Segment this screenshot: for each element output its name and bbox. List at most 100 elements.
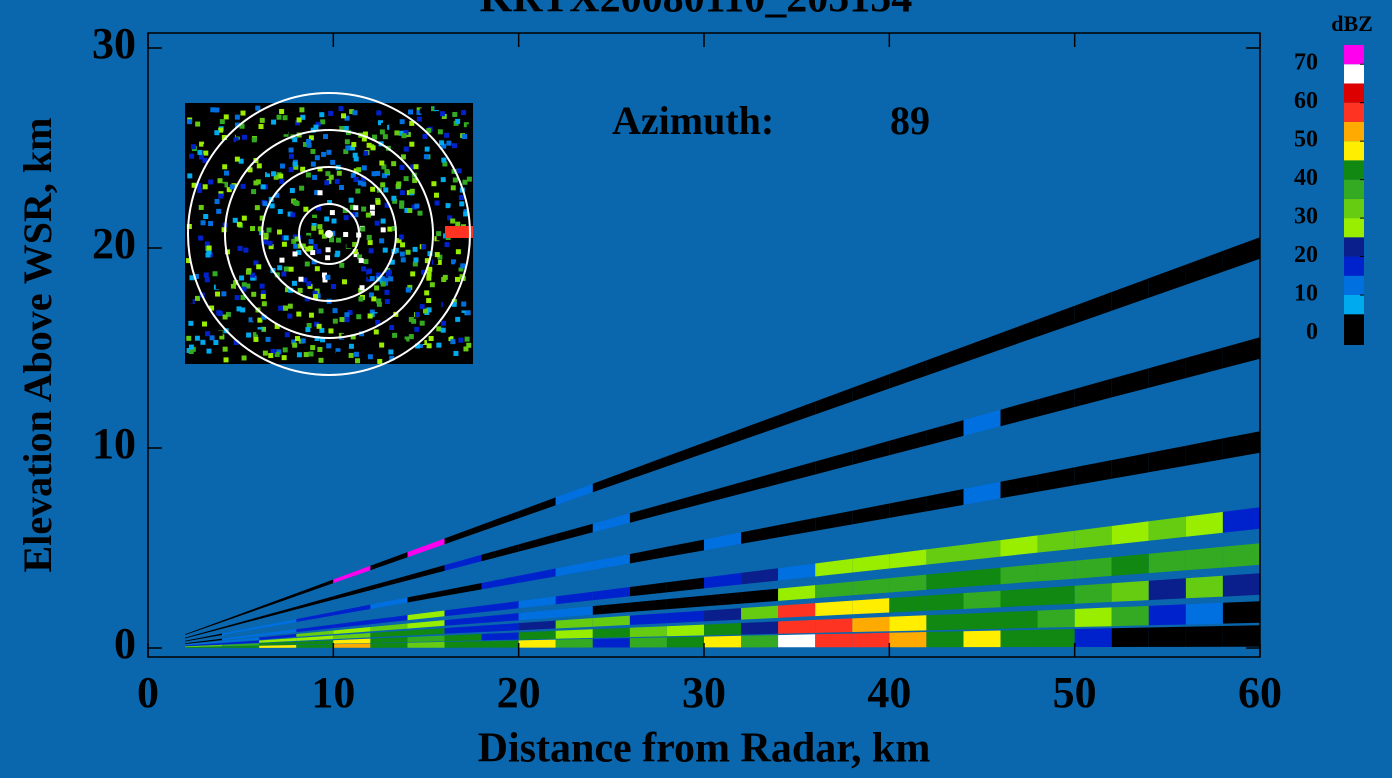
inset-pixel xyxy=(456,249,461,254)
inset-pixel xyxy=(374,329,379,334)
inset-pixel xyxy=(435,200,440,205)
range-gate xyxy=(778,634,815,647)
inset-pixel xyxy=(319,308,324,313)
inset-pixel xyxy=(231,309,236,314)
inset-pixel xyxy=(446,141,451,146)
inset-pixel xyxy=(415,312,420,317)
range-gate xyxy=(1223,237,1260,272)
range-gate xyxy=(519,631,556,640)
inset-pixel xyxy=(235,115,240,120)
range-gate xyxy=(370,615,407,624)
inset-pixel xyxy=(278,174,283,179)
range-gate xyxy=(556,561,593,576)
range-gate xyxy=(926,571,963,590)
range-gate xyxy=(1186,547,1223,571)
inset-pixel xyxy=(260,118,265,123)
range-gate xyxy=(889,430,926,455)
range-gate xyxy=(408,611,445,621)
inset-pixel xyxy=(383,134,388,139)
inset-pixel xyxy=(241,184,246,189)
range-gate xyxy=(370,597,407,609)
inset-pixel xyxy=(326,247,331,252)
inset-pixel xyxy=(330,210,335,215)
range-gate xyxy=(964,612,1001,629)
inset-pixel xyxy=(460,263,465,268)
inset-pixel xyxy=(293,162,298,167)
range-gate xyxy=(370,631,407,638)
inset-pixel xyxy=(277,115,282,120)
inset-pixel xyxy=(399,204,404,209)
inset-pixel xyxy=(189,154,194,159)
inset-pixel xyxy=(450,219,455,224)
inset-pixel xyxy=(317,224,322,229)
inset-pixel xyxy=(306,281,311,286)
inset-pixel xyxy=(264,233,269,238)
inset-pixel xyxy=(250,226,255,231)
inset-pixel xyxy=(325,275,330,280)
inset-pixel xyxy=(290,188,295,193)
range-gate xyxy=(556,484,593,506)
range-gate xyxy=(667,637,704,648)
inset-pixel xyxy=(383,248,388,253)
inset-pixel xyxy=(371,296,376,301)
x-tick-label: 10 xyxy=(311,668,355,717)
inset-pixel xyxy=(461,110,466,115)
range-gate xyxy=(482,623,519,632)
inset-pixel xyxy=(410,271,415,276)
inset-pixel xyxy=(221,259,226,264)
range-gate xyxy=(333,633,370,639)
inset-pixel xyxy=(360,226,365,231)
inset-pixel xyxy=(216,284,221,289)
inset-pixel xyxy=(380,182,385,187)
range-gate xyxy=(1223,573,1260,596)
range-gate xyxy=(926,347,963,376)
inset-pixel xyxy=(311,226,316,231)
range-gate xyxy=(1112,278,1149,310)
colorbar-label: dBZ xyxy=(1331,11,1373,36)
range-gate xyxy=(296,644,333,648)
inset-pixel xyxy=(424,290,429,295)
range-gate xyxy=(296,640,333,644)
inset-pixel xyxy=(298,288,303,293)
inset-pixel xyxy=(387,270,392,275)
inset-pixel xyxy=(459,195,464,200)
inset-pixel xyxy=(292,137,297,142)
inset-pixel xyxy=(466,310,471,315)
inset-pixel xyxy=(423,232,428,237)
inset-pixel xyxy=(379,343,384,348)
inset-pixel xyxy=(400,190,405,195)
range-gate xyxy=(1038,586,1075,606)
range-gate xyxy=(519,621,556,631)
range-gate xyxy=(333,627,370,634)
inset-pixel xyxy=(223,314,228,319)
inset-pixel xyxy=(252,316,257,321)
range-gate xyxy=(964,410,1001,436)
inset-pixel xyxy=(346,243,351,248)
inset-pixel xyxy=(339,263,344,268)
range-gate xyxy=(889,549,926,568)
inset-pixel xyxy=(193,253,198,258)
y-tick-label: 30 xyxy=(92,19,136,68)
inset-pixel xyxy=(436,302,441,307)
inset-pixel xyxy=(203,214,208,219)
inset-pixel xyxy=(192,133,197,138)
inset-pixel xyxy=(195,122,200,127)
range-gate xyxy=(1149,517,1186,541)
inset-pixel xyxy=(413,257,418,262)
inset-pixel xyxy=(451,185,456,190)
inset-pixel xyxy=(196,227,201,232)
inset-pixel xyxy=(376,200,381,205)
inset-pixel xyxy=(203,184,208,189)
inset-pixel xyxy=(459,201,464,206)
inset-pixel xyxy=(268,241,273,246)
inset-pixel xyxy=(222,164,227,169)
inset-pixel xyxy=(220,119,225,124)
range-gate xyxy=(1075,292,1112,324)
inset-pixel xyxy=(297,352,302,357)
range-gate xyxy=(630,503,667,523)
inset-pixel xyxy=(205,331,210,336)
x-axis-label: Distance from Radar, km xyxy=(478,726,931,772)
inset-pixel xyxy=(381,282,386,287)
range-gate xyxy=(741,568,778,584)
x-tick-label: 30 xyxy=(682,668,726,717)
